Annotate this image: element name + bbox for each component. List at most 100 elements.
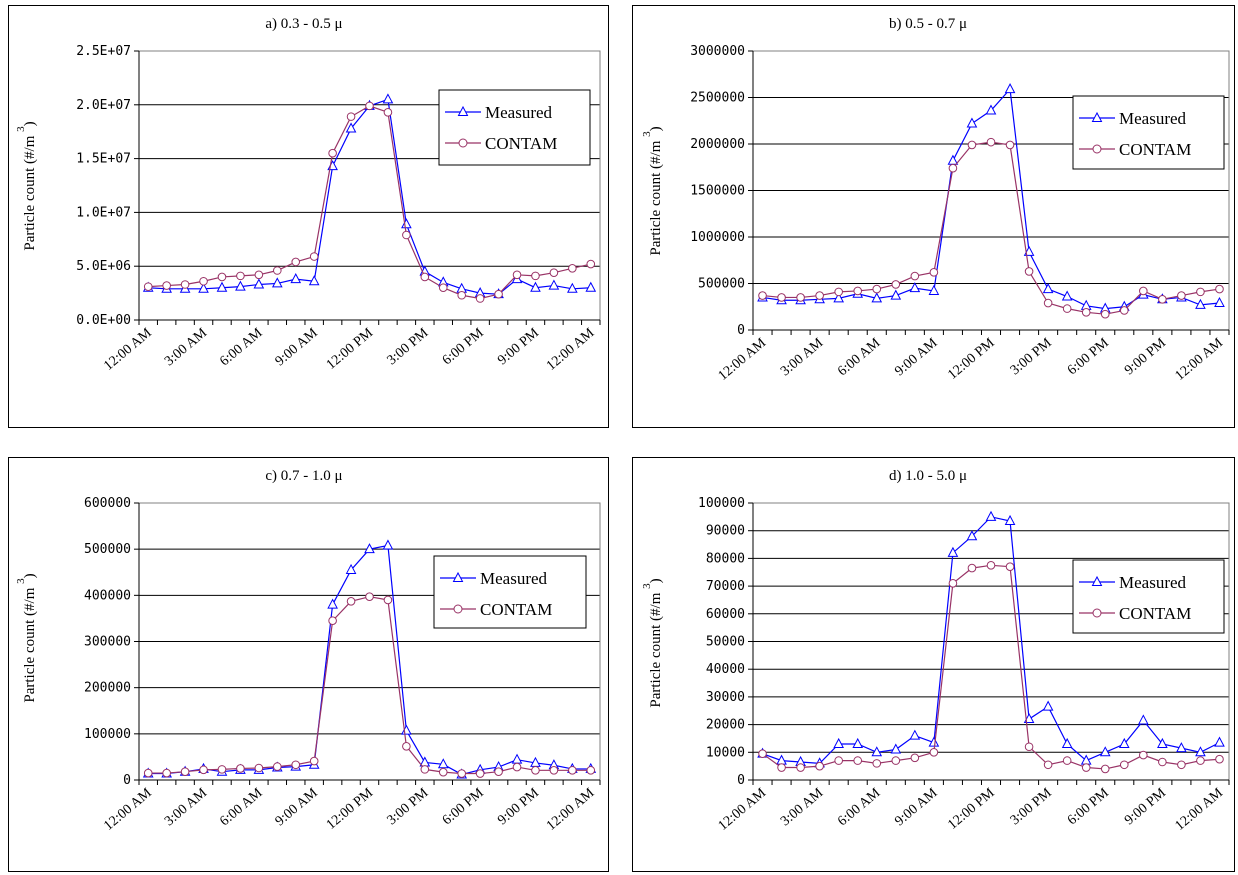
data-point-measured <box>1195 298 1206 309</box>
x-tick-label: 6:00 AM <box>217 785 266 829</box>
data-point-measured <box>1061 737 1073 748</box>
data-point-contam <box>1119 760 1129 770</box>
x-tick-label: 6:00 PM <box>1065 335 1112 378</box>
data-point-measured <box>308 275 320 286</box>
legend-marker-circle <box>1092 144 1102 154</box>
data-point-measured <box>585 281 597 292</box>
data-point-contam <box>457 769 467 778</box>
x-tick-label: 9:00 PM <box>495 325 542 368</box>
y-tick-label: 60000 <box>706 607 745 622</box>
x-tick-label: 9:00 AM <box>892 335 941 379</box>
y-axis-label-c: Particle count (#/m 3) <box>15 573 38 702</box>
data-point-contam <box>1062 304 1072 313</box>
data-point-measured <box>909 729 921 740</box>
data-point-measured <box>871 292 883 303</box>
data-point-contam <box>143 768 153 778</box>
data-point-contam <box>1215 754 1224 764</box>
data-point-contam <box>1215 284 1224 294</box>
data-point-contam <box>1177 291 1186 300</box>
legend-label-contam: CONTAM <box>485 134 557 153</box>
data-point-contam <box>402 230 411 240</box>
y-tick-label: 0.0E+00 <box>76 313 131 328</box>
y-tick-label: 0 <box>737 773 745 788</box>
data-point-contam <box>834 756 843 765</box>
y-tick-label: 1000000 <box>690 230 745 245</box>
data-point-measured <box>890 743 902 754</box>
data-point-contam <box>549 268 559 277</box>
data-point-measured <box>530 281 541 292</box>
chart-title-b: b) 0.5 - 0.7 μ <box>889 16 967 32</box>
y-tick-label: 0 <box>123 773 131 788</box>
data-point-contam <box>549 766 559 775</box>
data-point-contam <box>777 293 786 302</box>
x-tick-label: 9:00 PM <box>495 785 542 828</box>
data-point-measured <box>985 510 997 521</box>
y-tick-label: 40000 <box>706 662 745 677</box>
data-point-contam <box>1024 742 1034 752</box>
y-tick-label: 10000 <box>706 745 745 760</box>
data-point-contam <box>948 579 958 588</box>
y-tick-label: 2000000 <box>690 137 745 152</box>
data-point-measured <box>852 737 864 748</box>
data-point-measured <box>1157 737 1168 748</box>
x-tick-label: 12:00 AM <box>1173 785 1227 834</box>
data-point-measured <box>401 218 412 229</box>
y-tick-label: 80000 <box>706 551 745 566</box>
y-tick-label: 50000 <box>706 635 745 650</box>
data-point-measured <box>511 753 523 764</box>
y-tick-label: 500000 <box>84 542 131 557</box>
x-tick-label: 12:00 AM <box>101 785 155 834</box>
x-tick-label: 3:00 AM <box>778 335 827 379</box>
data-point-contam <box>891 756 901 765</box>
data-point-contam <box>236 764 245 773</box>
data-point-measured <box>1004 514 1016 526</box>
x-tick-label: 6:00 AM <box>217 325 266 369</box>
y-axis-label-d: Particle count (#/m 3) <box>641 578 664 707</box>
data-point-contam <box>438 767 448 777</box>
data-point-contam <box>758 291 767 300</box>
y-tick-label: 100000 <box>698 496 745 511</box>
legend-d <box>1072 559 1225 634</box>
x-tick-label: 3:00 AM <box>778 785 827 829</box>
x-tick-label: 9:00 AM <box>273 325 322 369</box>
x-tick-label: 12:00 AM <box>716 785 770 834</box>
x-tick-label: 6:00 PM <box>1065 785 1112 828</box>
data-point-contam <box>1100 309 1110 319</box>
data-point-contam <box>494 767 503 776</box>
data-point-contam <box>217 272 227 282</box>
chart-panel-a: a) 0.3 - 0.5 μ 0.0E+00 5.0E+06 1.0E+07 1.5E+… <box>8 5 609 428</box>
data-point-contam <box>910 753 920 763</box>
legend-label-measured: Measured <box>480 569 548 588</box>
data-point-contam <box>1081 308 1091 317</box>
x-tick-label: 3:00 PM <box>385 785 432 828</box>
data-point-contam <box>383 595 393 605</box>
data-point-measured <box>1061 290 1073 301</box>
y-tick-label: 70000 <box>706 579 745 594</box>
data-point-contam <box>777 763 786 772</box>
data-point-contam <box>1139 286 1148 296</box>
data-point-contam <box>162 768 171 778</box>
x-tick-label: 6:00 PM <box>440 785 487 828</box>
data-point-measured <box>1118 737 1130 748</box>
data-point-contam <box>1005 140 1015 150</box>
x-tick-label: 3:00 AM <box>162 325 211 369</box>
data-point-contam <box>568 766 577 775</box>
data-point-contam <box>1081 763 1091 772</box>
data-point-contam <box>254 763 264 773</box>
data-point-contam <box>143 282 153 291</box>
data-point-contam <box>254 270 264 280</box>
legend-marker-circle <box>1092 608 1102 618</box>
data-point-measured <box>1176 742 1187 753</box>
data-point-measured <box>1214 736 1225 747</box>
legend-b <box>1072 95 1225 170</box>
data-point-contam <box>1119 306 1129 315</box>
data-point-contam <box>531 271 540 281</box>
data-point-contam <box>328 616 337 626</box>
data-point-contam <box>512 270 522 280</box>
data-point-measured <box>198 282 209 293</box>
data-point-contam <box>872 284 882 294</box>
chart-b: b) 0.5 - 0.7 μ 0 500000 1000000 1500000 20000… <box>641 16 1230 384</box>
data-point-measured <box>928 284 940 295</box>
data-point-contam <box>1062 756 1072 765</box>
data-point-measured <box>985 104 997 115</box>
